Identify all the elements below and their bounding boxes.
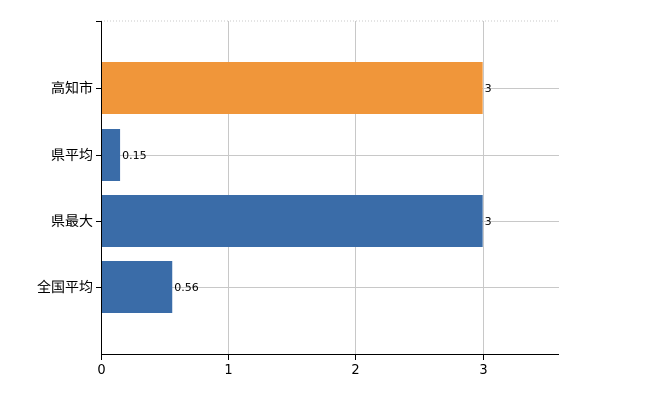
category-label: 県平均 bbox=[51, 148, 93, 164]
category-label: 全国平均 bbox=[37, 279, 93, 296]
data-label: 0.15 bbox=[122, 149, 147, 162]
bar bbox=[101, 195, 483, 247]
category-label: 県最大 bbox=[51, 214, 93, 230]
bars bbox=[101, 62, 483, 313]
bar bbox=[101, 62, 483, 114]
data-label: 0.56 bbox=[174, 281, 199, 294]
x-tick-label: 3 bbox=[479, 363, 487, 378]
x-tick-label: 2 bbox=[351, 363, 359, 378]
data-label: 3 bbox=[485, 215, 492, 228]
bar bbox=[101, 261, 173, 313]
x-tick-label: 0 bbox=[97, 363, 105, 378]
bar bbox=[101, 129, 121, 181]
data-label: 3 bbox=[485, 82, 492, 95]
x-tick-label: 1 bbox=[224, 363, 232, 378]
category-label: 高知市 bbox=[51, 80, 93, 97]
axes bbox=[96, 21, 559, 360]
